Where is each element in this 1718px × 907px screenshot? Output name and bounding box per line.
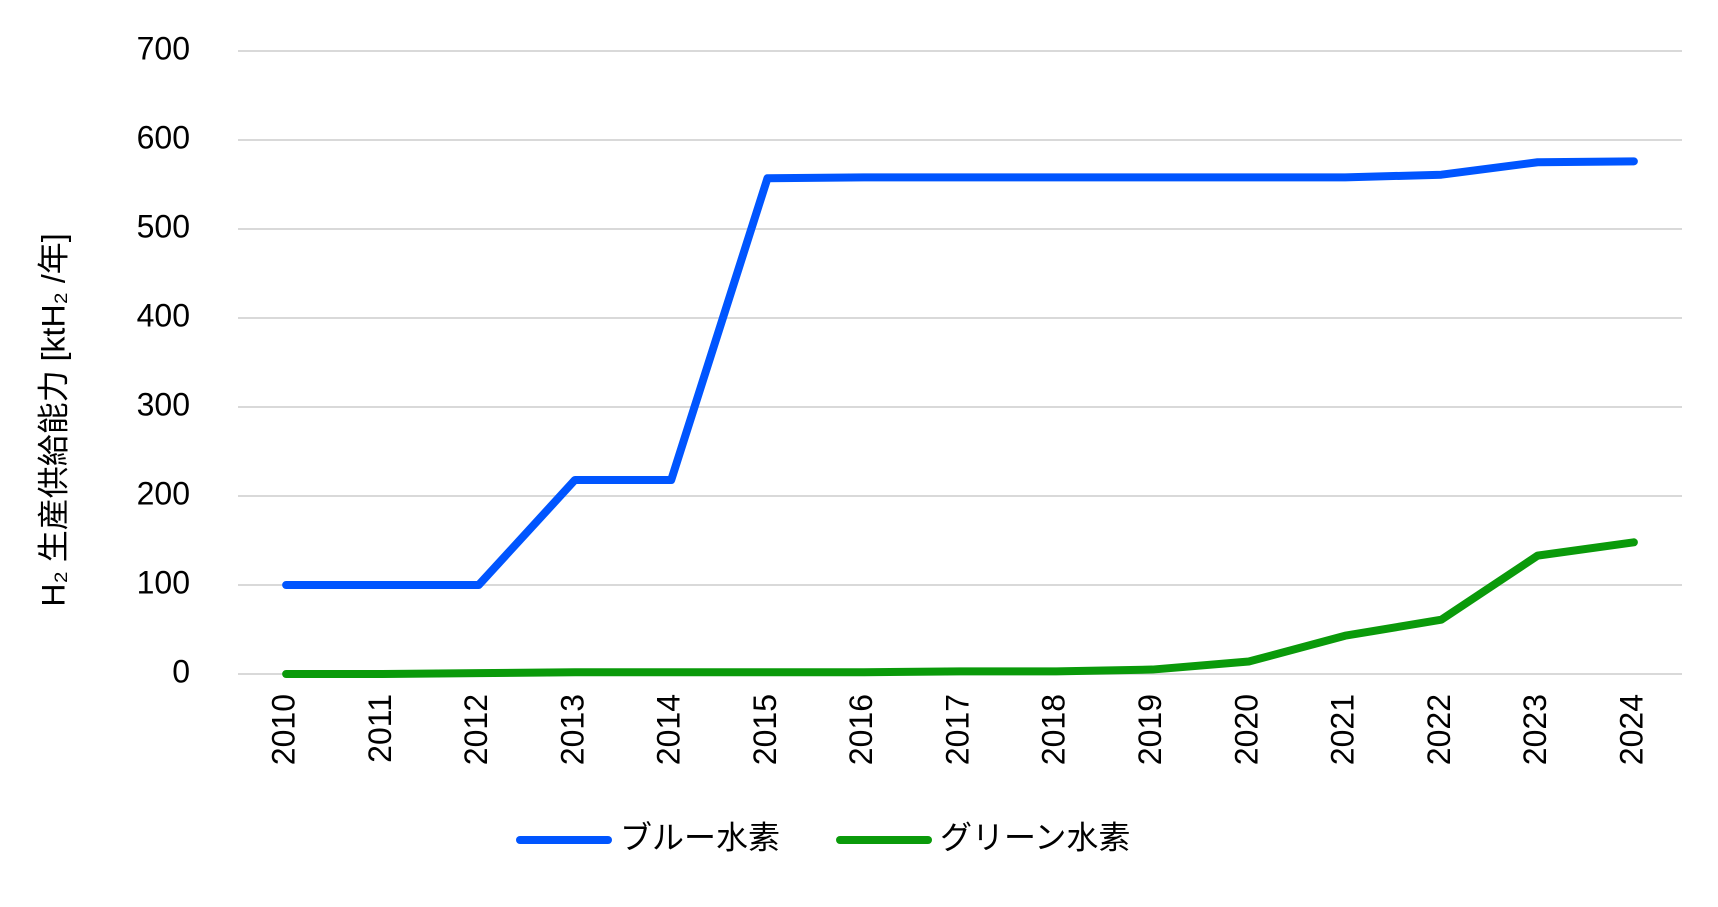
x-tick-label: 2017 [939, 694, 975, 765]
x-tick-label: 2019 [1132, 694, 1168, 765]
x-tick-label: 2014 [651, 694, 687, 765]
x-tick-label: 2023 [1517, 694, 1553, 765]
y-tick-label: 300 [137, 386, 190, 422]
x-tick-label: 2013 [554, 694, 590, 765]
x-tick-label: 2015 [747, 694, 783, 765]
y-tick-label: 0 [172, 653, 190, 689]
data-line [282, 538, 1638, 678]
y-tick-label: 200 [137, 475, 190, 511]
x-tick-label: 2020 [1228, 694, 1264, 765]
x-tick-label: 2018 [1036, 694, 1072, 765]
y-tick-label: 600 [137, 119, 190, 155]
x-tick-label: 2021 [1325, 694, 1361, 765]
y-tick-label: 500 [137, 208, 190, 244]
y-tick-label: 400 [137, 297, 190, 333]
x-tick-label: 2024 [1613, 694, 1649, 765]
y-axis-label: H₂ 生産供給能力 [ktH₂ /年] [35, 233, 71, 606]
legend-label: グリーン水素 [940, 819, 1130, 855]
x-tick-label: 2012 [458, 694, 494, 765]
legend-label: ブルー水素 [620, 819, 780, 855]
y-tick-label: 100 [137, 564, 190, 600]
data-line [282, 157, 1638, 589]
x-tick-label: 2011 [362, 694, 398, 763]
x-tick-label: 2016 [843, 694, 879, 765]
x-tick-label: 2022 [1421, 694, 1457, 765]
x-tick-label: 2010 [266, 694, 302, 765]
y-tick-label: 700 [137, 30, 190, 66]
